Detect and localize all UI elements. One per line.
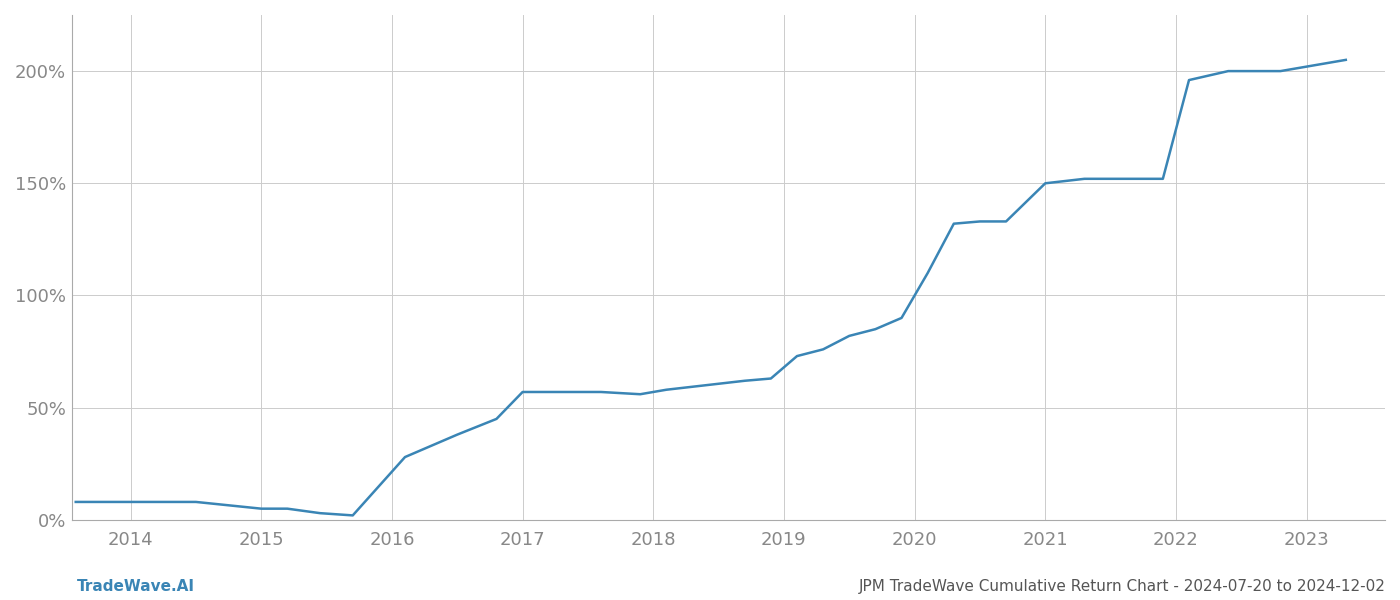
Text: TradeWave.AI: TradeWave.AI <box>77 579 195 594</box>
Text: JPM TradeWave Cumulative Return Chart - 2024-07-20 to 2024-12-02: JPM TradeWave Cumulative Return Chart - … <box>860 579 1386 594</box>
